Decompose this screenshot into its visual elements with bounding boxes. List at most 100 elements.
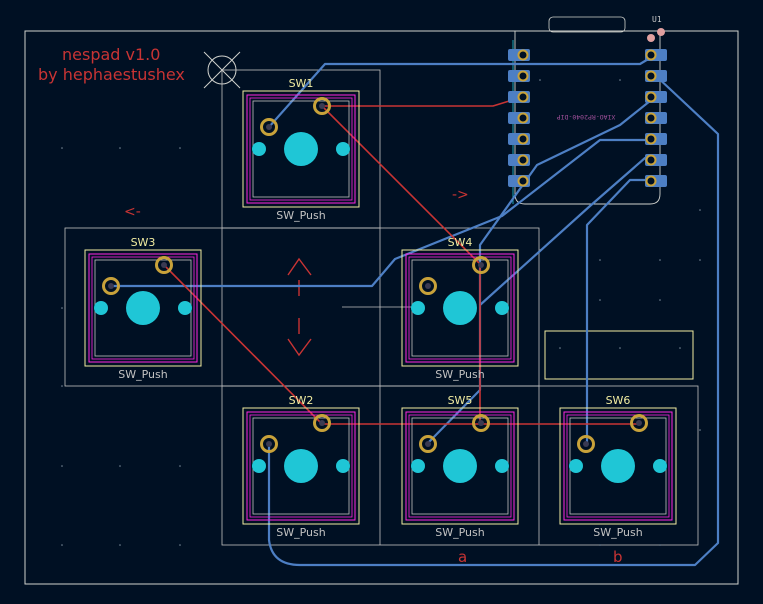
switch-courtyard (246, 94, 356, 204)
module-pin1-marker (647, 28, 665, 42)
switch-peg-hole (252, 459, 266, 473)
switch-courtyard-inner (249, 97, 353, 201)
module-pad-ring (517, 70, 529, 82)
switch-value: SW_Push (593, 526, 643, 539)
grid-dot (599, 544, 601, 546)
module-pad-ring (517, 175, 529, 187)
grid-dot (699, 259, 701, 261)
right-arrow-label: -> (452, 187, 469, 203)
switch-sw4: SW4 SW_Push (401, 236, 519, 381)
grid-dot (599, 259, 601, 261)
switch-pad (102, 277, 120, 295)
grid-dot (179, 544, 181, 546)
switch-silkscreen-outline (242, 90, 360, 208)
switch-courtyard-inner (91, 256, 195, 360)
switch-reference: SW4 (448, 236, 473, 249)
switch-value: SW_Push (118, 368, 168, 381)
switch-reference: SW5 (448, 394, 473, 407)
switch-reference: SW6 (606, 394, 631, 407)
switch-silkscreen-outline (401, 249, 519, 367)
switch-peg-hole (411, 459, 425, 473)
switch-silkscreen-outline (84, 249, 202, 367)
module-pad-ring (517, 154, 529, 166)
switch-value: SW_Push (435, 526, 485, 539)
switch-silkscreen-outline (401, 407, 519, 525)
switch-value: SW_Push (276, 209, 326, 222)
module-pad-ring (645, 175, 657, 187)
switch-pad-drill (478, 262, 484, 268)
switch-value: SW_Push (276, 526, 326, 539)
switch-sw3: SW3 SW_Push (84, 236, 202, 381)
switch-center-hole (443, 291, 477, 325)
switch-peg-hole (336, 142, 350, 156)
direction-arrows (287, 257, 312, 357)
switch-pad (313, 97, 331, 115)
left-arrow-label: <- (124, 204, 141, 220)
grid-dot (679, 347, 681, 349)
switch-peg-hole (252, 142, 266, 156)
switch-pad (419, 277, 437, 295)
switch-silkscreen-outline (559, 407, 677, 525)
switches-layer: SW1 SW_Push SW2 SW_Push SW3 SW_Push SW4 SW_Push… (84, 77, 677, 539)
switch-peg-hole (178, 301, 192, 315)
switch-sw2: SW2 SW_Push (242, 394, 360, 539)
switch-peg-hole (653, 459, 667, 473)
switch-courtyard (405, 411, 515, 521)
grid-dot (699, 429, 701, 431)
grid-dot (559, 347, 561, 349)
module-pad-ring (645, 70, 657, 82)
switch-reference: SW3 (131, 236, 156, 249)
button-a-label: a (458, 548, 467, 566)
switch-value: SW_Push (435, 368, 485, 381)
fab-outlines (64, 69, 699, 546)
switch-center-hole (284, 132, 318, 166)
switch-pad-drill (425, 283, 431, 289)
switch-pad-drill (425, 441, 431, 447)
grid-dot (119, 465, 121, 467)
switch-pad (419, 435, 437, 453)
switch-center-hole (443, 449, 477, 483)
grid-dot (179, 465, 181, 467)
switch-courtyard-inner (408, 414, 512, 518)
module-pad-ring (517, 91, 529, 103)
grid-dot (539, 249, 541, 251)
switch-silkscreen-outline (242, 407, 360, 525)
switch-pad (260, 118, 278, 136)
switch-peg-hole (94, 301, 108, 315)
switch-pad (155, 256, 173, 274)
switch-pad-drill (478, 420, 484, 426)
switch-courtyard-inner (566, 414, 670, 518)
switch-peg-hole (495, 301, 509, 315)
grid-dot (61, 307, 63, 309)
switch-pad-drill (319, 420, 325, 426)
switch-courtyard-inner (249, 414, 353, 518)
switch-pad (260, 435, 278, 453)
switch-pad-drill (266, 124, 272, 130)
grid-dot (659, 544, 661, 546)
switch-pad-drill (583, 441, 589, 447)
grid-dot (699, 209, 701, 211)
switch-peg-hole (336, 459, 350, 473)
switch-peg-hole (495, 459, 509, 473)
switch-reference: SW1 (289, 77, 314, 90)
grid-dot (539, 79, 541, 81)
grid-dot (119, 544, 121, 546)
switch-pad (630, 414, 648, 432)
module-pad-ring (517, 133, 529, 145)
module-pad-ring (645, 91, 657, 103)
switch-peg-hole (569, 459, 583, 473)
grid-dot (619, 79, 621, 81)
board-author: by hephaestushex (38, 65, 185, 84)
module-value-label: XIAO-RP2040-DIP (557, 113, 616, 121)
grid-dot (61, 147, 63, 149)
switch-courtyard (88, 253, 198, 363)
switch-pad (313, 414, 331, 432)
grid-dot (659, 259, 661, 261)
module-pad-ring (645, 154, 657, 166)
grid-dot (61, 465, 63, 467)
grid-dot (599, 299, 601, 301)
switch-courtyard (405, 253, 515, 363)
grid-dot (619, 347, 621, 349)
switch-courtyard (563, 411, 673, 521)
